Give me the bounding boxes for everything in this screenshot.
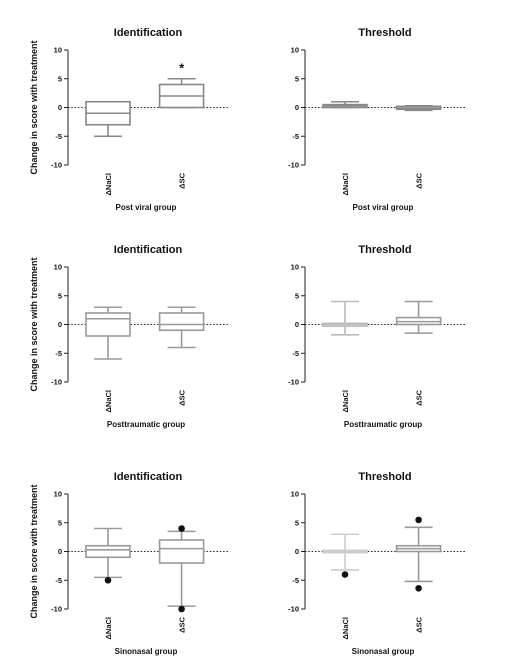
category-label: ΔNaCl xyxy=(104,173,113,195)
category-label: ΔSC xyxy=(415,389,424,405)
y-tick-label: -5 xyxy=(55,132,62,141)
box-nacl xyxy=(85,306,131,360)
y-tick-label: 10 xyxy=(291,490,299,499)
group-label: Sinonasal group xyxy=(115,647,178,656)
box-iqr xyxy=(158,312,205,332)
y-tick-label: -5 xyxy=(55,349,62,358)
box-sc xyxy=(158,525,205,613)
category-label: ΔSC xyxy=(178,172,187,188)
outlier-point xyxy=(415,516,422,524)
y-tick-label: 10 xyxy=(291,263,299,272)
y-tick-label: 5 xyxy=(295,291,299,300)
chart-title: Identification xyxy=(114,27,183,39)
outlier-point xyxy=(178,525,185,532)
significance-annotation: * xyxy=(179,60,185,75)
category-label: ΔNaCl xyxy=(104,617,113,639)
y-tick-label: 5 xyxy=(295,74,299,83)
box-sc xyxy=(395,104,442,112)
y-tick-label: -10 xyxy=(51,378,62,387)
chart-panel-4: Threshold 10 5 0 -5 -10 ΔNaCl ΔSC Posttraumatic … xyxy=(288,244,465,429)
box-iqr xyxy=(85,544,131,559)
y-tick-label: -10 xyxy=(51,161,62,170)
category-label: ΔNaCl xyxy=(341,390,350,412)
box-nacl xyxy=(322,533,368,578)
y-tick-label: 0 xyxy=(58,320,62,329)
y-tick-label: 5 xyxy=(295,518,299,527)
category-label: ΔSC xyxy=(178,389,187,405)
outlier-point xyxy=(415,585,422,592)
chart-title: Threshold xyxy=(358,244,411,256)
box-nacl xyxy=(322,300,368,336)
category-label: ΔNaCl xyxy=(341,617,350,639)
y-tick-label: -5 xyxy=(292,576,299,585)
y-tick-label: 5 xyxy=(58,74,62,83)
y-axis-label: Change in score with treatment xyxy=(29,257,39,391)
box-nacl xyxy=(85,527,131,584)
chart-panel-5: Identification Change in score with treat… xyxy=(29,471,228,656)
y-tick-label: 10 xyxy=(54,46,62,55)
y-tick-label: 0 xyxy=(295,547,299,556)
category-label: ΔSC xyxy=(178,616,187,632)
y-tick-label: -5 xyxy=(292,349,299,358)
box-sc xyxy=(158,77,205,109)
box-sc xyxy=(395,300,442,334)
chart-panel-1: Identification Change in score with treat… xyxy=(29,27,228,212)
outlier-point xyxy=(104,576,112,584)
category-label: ΔSC xyxy=(415,616,424,632)
group-label: Post viral group xyxy=(116,203,177,212)
box-nacl xyxy=(85,100,131,138)
category-label: ΔNaCl xyxy=(341,173,350,195)
box-iqr xyxy=(85,312,131,337)
category-label: ΔSC xyxy=(415,172,424,188)
group-label: Posttraumatic group xyxy=(107,420,185,429)
group-label: Sinonasal group xyxy=(352,647,415,656)
y-axis-label: Change in score with treatment xyxy=(29,484,39,618)
y-tick-label: 0 xyxy=(58,103,62,112)
y-tick-label: 10 xyxy=(54,263,62,272)
outlier-point xyxy=(178,605,185,613)
y-tick-label: 0 xyxy=(295,320,299,329)
chart-panel-3: Identification Change in score with treat… xyxy=(29,244,228,429)
group-label: Post viral group xyxy=(353,203,414,212)
y-tick-label: 10 xyxy=(54,490,62,499)
box-nacl xyxy=(322,100,368,109)
y-tick-label: 0 xyxy=(295,103,299,112)
outlier-point xyxy=(341,571,349,578)
chart-title: Threshold xyxy=(358,27,411,39)
y-tick-label: -10 xyxy=(288,605,299,614)
y-tick-label: -5 xyxy=(55,576,62,585)
chart-title: Identification xyxy=(114,471,183,483)
y-axis-label: Change in score with treatment xyxy=(29,40,39,174)
chart-panel-6: Threshold 10 5 0 -5 -10 ΔNaCl ΔSC Sinonasal grou… xyxy=(288,471,465,656)
chart-title: Identification xyxy=(114,244,183,256)
group-label: Posttraumatic group xyxy=(344,420,422,429)
box-sc xyxy=(395,516,442,592)
box-iqr xyxy=(158,539,205,564)
y-tick-label: 5 xyxy=(58,291,62,300)
y-tick-label: -10 xyxy=(288,378,299,387)
y-tick-label: 10 xyxy=(291,46,299,55)
y-tick-label: -10 xyxy=(51,605,62,614)
y-tick-label: -10 xyxy=(288,161,299,170)
y-tick-label: 5 xyxy=(58,518,62,527)
box-sc xyxy=(158,306,205,349)
y-tick-label: 0 xyxy=(58,547,62,556)
y-tick-label: -5 xyxy=(292,132,299,141)
category-label: ΔNaCl xyxy=(104,390,113,412)
chart-panel-2: Threshold 10 5 0 -5 -10 ΔNaCl ΔSC Post viral gro… xyxy=(288,27,465,212)
chart-title: Threshold xyxy=(358,471,411,483)
